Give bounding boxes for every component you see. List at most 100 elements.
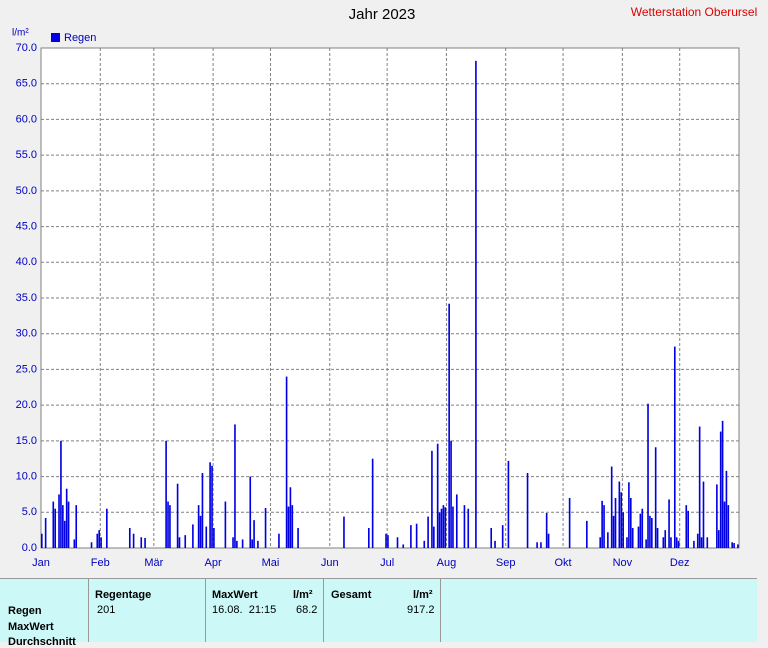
y-tick-label: 30.0: [16, 328, 37, 340]
bar: [285, 376, 288, 548]
bar: [287, 506, 290, 548]
bar: [62, 505, 64, 548]
bar: [75, 505, 78, 548]
y-tick-label: 15.0: [16, 435, 37, 447]
bar: [291, 505, 294, 548]
chart: Jahr 2023 Wetterstation Oberursel l/m² R…: [12, 5, 758, 569]
bar: [65, 488, 68, 548]
bar: [396, 537, 399, 548]
bar: [249, 476, 252, 548]
chart-title: Jahr 2023: [349, 6, 416, 23]
bar: [402, 544, 405, 548]
row-label: MaxWert: [8, 621, 54, 633]
bar: [628, 482, 630, 548]
bar: [452, 506, 454, 548]
bar: [731, 542, 733, 548]
bar: [645, 539, 647, 548]
bar: [289, 487, 292, 548]
bar: [639, 513, 642, 548]
bar: [727, 505, 730, 548]
bar: [90, 542, 93, 548]
bar: [201, 473, 204, 548]
bar: [494, 540, 496, 548]
bar: [251, 539, 253, 548]
y-tick-label: 25.0: [16, 363, 37, 375]
cell: 917.2: [407, 604, 435, 616]
header: Gesamt: [331, 589, 372, 601]
bar: [631, 528, 634, 548]
bar: [385, 533, 387, 548]
bar: [733, 543, 735, 548]
bar: [440, 508, 443, 548]
bar: [257, 540, 259, 548]
x-tick-label: Aug: [437, 557, 457, 569]
bar: [241, 539, 244, 548]
bar: [620, 492, 623, 548]
bar: [641, 508, 644, 548]
summary-table: Regentage MaxWert l/m² Gesamt l/m² Regen…: [0, 578, 757, 648]
bar: [98, 530, 100, 548]
bar: [209, 462, 211, 548]
header: l/m²: [413, 589, 433, 601]
bar: [654, 447, 657, 548]
bar: [586, 520, 588, 548]
bar: [673, 346, 676, 548]
bar: [696, 533, 699, 548]
bar: [431, 450, 433, 548]
bar: [719, 431, 722, 548]
bar: [448, 303, 450, 548]
bar: [423, 540, 426, 548]
bar: [490, 528, 493, 548]
bar: [702, 481, 705, 548]
bar: [205, 526, 208, 548]
bar: [410, 525, 412, 548]
y-tick-label: 45.0: [16, 220, 37, 232]
bar: [737, 544, 739, 548]
bar: [717, 530, 720, 548]
header: MaxWert: [212, 589, 258, 601]
bar: [656, 528, 659, 548]
y-tick-label: 0.0: [22, 542, 37, 554]
bar: [685, 505, 688, 548]
bar: [167, 501, 169, 548]
y-tick-label: 60.0: [16, 113, 37, 125]
row-label: Durchschnitt: [8, 636, 76, 648]
bar: [343, 516, 345, 548]
y-tick-label: 65.0: [16, 78, 37, 90]
bar: [442, 505, 445, 548]
bar: [637, 526, 640, 548]
bar: [58, 494, 60, 548]
x-tick-label: Mai: [262, 557, 280, 569]
row-label: Regen: [8, 605, 42, 617]
plot-area: [40, 47, 740, 549]
bar: [536, 542, 538, 548]
bar: [165, 440, 167, 548]
bar: [427, 516, 429, 548]
bar: [568, 498, 571, 548]
bar: [436, 443, 439, 548]
bar: [610, 466, 613, 548]
x-tick-label: Apr: [205, 557, 222, 569]
bar: [197, 505, 200, 548]
bar: [176, 483, 179, 548]
x-tick-label: Sep: [496, 557, 516, 569]
x-tick-label: Jul: [380, 557, 394, 569]
bar: [607, 532, 609, 548]
bar: [211, 465, 213, 548]
bar: [54, 508, 57, 548]
bar: [547, 533, 550, 548]
y-tick-label: 50.0: [16, 185, 37, 197]
bar: [433, 526, 435, 548]
bar: [264, 508, 267, 548]
bar: [647, 403, 649, 548]
station: Wetterstation Oberursel: [631, 5, 758, 19]
bar: [540, 542, 542, 548]
y-tick-label: 55.0: [16, 149, 37, 161]
bar: [106, 508, 108, 548]
bar: [169, 505, 171, 548]
bar: [450, 440, 452, 548]
bar: [232, 537, 234, 548]
bar: [44, 518, 47, 548]
x-tick-label: Jan: [32, 557, 50, 569]
